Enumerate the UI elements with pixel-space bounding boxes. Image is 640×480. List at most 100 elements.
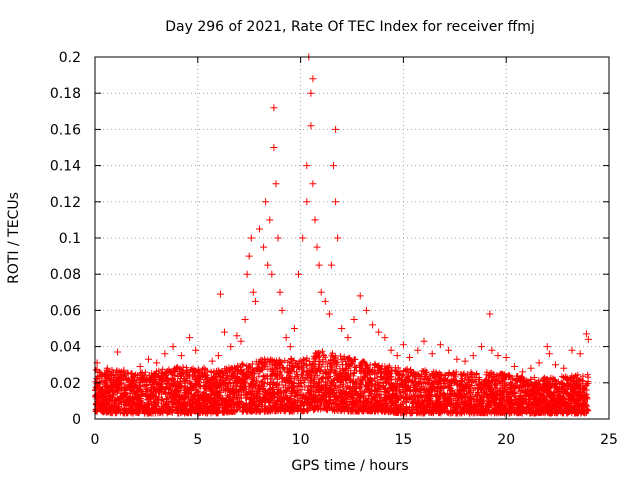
data-point: [311, 216, 319, 224]
data-point: [332, 198, 340, 206]
data-point: [317, 288, 325, 296]
data-point: [436, 341, 444, 349]
data-point: [237, 337, 245, 345]
data-point: [309, 180, 317, 188]
data-point: [488, 346, 496, 354]
data-point: [274, 234, 282, 242]
data-point: [307, 89, 315, 97]
data-point: [469, 352, 477, 360]
data-point: [545, 350, 553, 358]
data-point: [286, 343, 294, 351]
data-point: [227, 343, 235, 351]
data-point: [406, 354, 414, 361]
y-tick-label: 0.06: [50, 303, 81, 319]
data-point: [145, 355, 152, 363]
data-point: [214, 352, 222, 360]
y-tick-label: 0.08: [50, 267, 81, 283]
data-point: [428, 350, 436, 358]
data-point: [216, 290, 224, 298]
data-point: [128, 370, 136, 378]
chart-title: Day 296 of 2021, Rate Of TEC Index for r…: [165, 19, 535, 35]
data-point: [169, 343, 177, 351]
data-point: [420, 337, 428, 345]
data-point: [114, 348, 122, 356]
data-point: [393, 352, 401, 360]
data-point: [313, 243, 321, 251]
data-point: [153, 359, 161, 367]
data-point: [350, 316, 358, 323]
data-point: [120, 366, 128, 374]
data-point: [247, 234, 255, 242]
data-point: [315, 261, 323, 269]
data-point: [295, 270, 302, 278]
data-point: [327, 261, 335, 269]
data-point: [334, 234, 342, 242]
data-point: [486, 310, 494, 318]
data-point: [278, 306, 286, 314]
data-point: [399, 341, 407, 349]
data-point: [136, 363, 144, 370]
y-tick-label: 0.04: [50, 340, 81, 356]
data-point: [268, 270, 276, 278]
y-tick-label: 0.18: [50, 86, 81, 102]
data-point: [256, 225, 263, 233]
data-point: [282, 334, 290, 342]
data-point: [249, 288, 257, 296]
data-point: [186, 334, 194, 342]
data-point: [97, 372, 105, 380]
data-point: [381, 334, 389, 342]
data-point: [362, 306, 370, 314]
data-point: [576, 350, 584, 358]
y-tick-label: 0.16: [50, 122, 81, 138]
data-point: [330, 162, 337, 170]
data-point: [262, 198, 270, 206]
data-point: [338, 325, 346, 332]
data-point: [161, 350, 169, 358]
data-point: [309, 75, 317, 83]
data-point: [584, 335, 592, 343]
data-point: [264, 261, 272, 269]
data-point: [233, 332, 241, 340]
data-point: [519, 368, 527, 376]
data-point: [321, 297, 329, 305]
data-point: [177, 352, 185, 360]
data-point: [568, 346, 576, 354]
x-axis-title: GPS time / hours: [291, 458, 408, 474]
data-point: [414, 346, 422, 354]
data-point: [260, 243, 268, 251]
data-point: [266, 216, 274, 224]
data-point: [325, 310, 333, 318]
data-point: [453, 355, 461, 363]
x-tick-label: 15: [394, 432, 412, 448]
y-tick-label: 0.1: [59, 231, 81, 247]
data-point: [560, 364, 568, 372]
data-point: [276, 288, 284, 296]
data-point: [502, 354, 510, 361]
data-point: [208, 357, 216, 365]
data-point: [192, 346, 200, 354]
data-point: [543, 343, 551, 351]
data-point: [290, 325, 298, 332]
data-point: [272, 180, 280, 188]
data-point: [552, 361, 559, 369]
data-point: [387, 346, 395, 354]
data-point: [375, 328, 383, 336]
data-point: [527, 364, 535, 372]
data-point: [356, 292, 364, 300]
data-point: [445, 346, 453, 354]
data-point: [369, 321, 377, 329]
noise-band: [92, 348, 592, 417]
data-point: [582, 330, 590, 338]
data-point: [270, 144, 278, 151]
data-point: [251, 297, 259, 305]
x-tick-label: 10: [292, 432, 310, 448]
axes: 0 5 10 15 20 25 0 0.02 0.04 0.06 0.08 0.1 0.12 0.14 0.…: [50, 50, 618, 448]
data-point: [241, 316, 249, 323]
data-point: [245, 252, 253, 260]
x-tick-label: 5: [193, 432, 202, 448]
data-point: [299, 234, 307, 242]
data-point: [332, 125, 340, 133]
y-tick-label: 0.12: [50, 195, 81, 211]
y-tick-label: 0.14: [50, 159, 81, 175]
